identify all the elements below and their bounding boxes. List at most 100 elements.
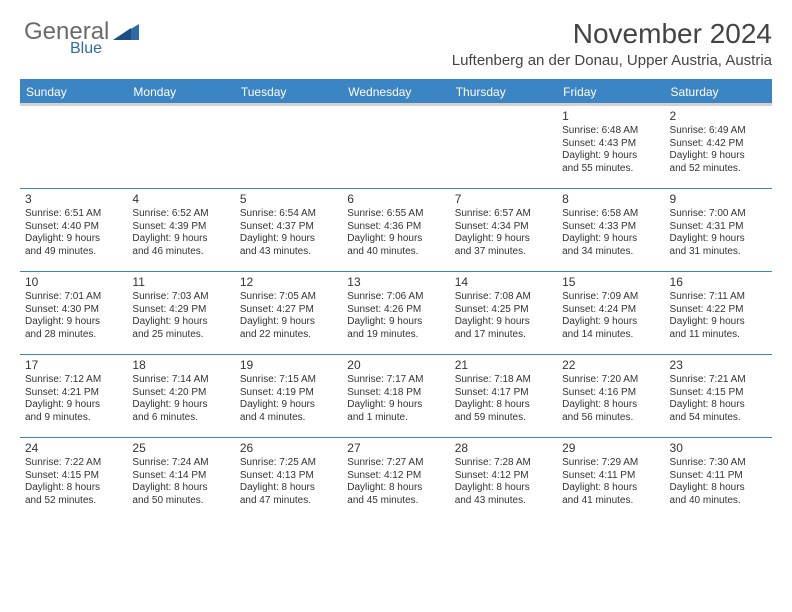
day-number: 6 xyxy=(347,192,444,207)
day-sunrise: Sunrise: 7:01 AM xyxy=(25,291,122,304)
day-sunset: Sunset: 4:15 PM xyxy=(25,470,122,483)
day-sunset: Sunset: 4:15 PM xyxy=(670,387,767,400)
day-dl2: and 49 minutes. xyxy=(25,246,122,259)
day-dl2: and 41 minutes. xyxy=(562,495,659,508)
day-number: 10 xyxy=(25,275,122,290)
day-sunset: Sunset: 4:12 PM xyxy=(455,470,552,483)
day-number: 1 xyxy=(562,109,659,124)
day-dl1: Daylight: 8 hours xyxy=(670,482,767,495)
calendar-cell: 4Sunrise: 6:52 AMSunset: 4:39 PMDaylight… xyxy=(127,189,234,271)
calendar-week: 10Sunrise: 7:01 AMSunset: 4:30 PMDayligh… xyxy=(20,272,772,355)
day-number: 21 xyxy=(455,358,552,373)
day-dl2: and 19 minutes. xyxy=(347,329,444,342)
day-label: Monday xyxy=(127,81,234,103)
day-label: Thursday xyxy=(450,81,557,103)
day-sunrise: Sunrise: 6:51 AM xyxy=(25,208,122,221)
calendar-cell: 16Sunrise: 7:11 AMSunset: 4:22 PMDayligh… xyxy=(665,272,772,354)
day-sunrise: Sunrise: 7:14 AM xyxy=(132,374,229,387)
day-sunset: Sunset: 4:33 PM xyxy=(562,221,659,234)
day-dl1: Daylight: 9 hours xyxy=(240,233,337,246)
day-sunset: Sunset: 4:18 PM xyxy=(347,387,444,400)
calendar-cell: 1Sunrise: 6:48 AMSunset: 4:43 PMDaylight… xyxy=(557,106,664,188)
day-number: 24 xyxy=(25,441,122,456)
day-sunrise: Sunrise: 6:57 AM xyxy=(455,208,552,221)
day-sunrise: Sunrise: 6:48 AM xyxy=(562,125,659,138)
day-sunset: Sunset: 4:43 PM xyxy=(562,138,659,151)
calendar-cell: 10Sunrise: 7:01 AMSunset: 4:30 PMDayligh… xyxy=(20,272,127,354)
day-number: 19 xyxy=(240,358,337,373)
calendar-cell: 5Sunrise: 6:54 AMSunset: 4:37 PMDaylight… xyxy=(235,189,342,271)
calendar: SundayMondayTuesdayWednesdayThursdayFrid… xyxy=(20,79,772,520)
day-number: 8 xyxy=(562,192,659,207)
day-dl2: and 50 minutes. xyxy=(132,495,229,508)
calendar-cell: 30Sunrise: 7:30 AMSunset: 4:11 PMDayligh… xyxy=(665,438,772,520)
day-sunrise: Sunrise: 6:49 AM xyxy=(670,125,767,138)
day-number: 23 xyxy=(670,358,767,373)
day-dl1: Daylight: 9 hours xyxy=(455,316,552,329)
day-dl2: and 43 minutes. xyxy=(240,246,337,259)
day-sunrise: Sunrise: 7:03 AM xyxy=(132,291,229,304)
calendar-cell xyxy=(235,106,342,188)
day-dl1: Daylight: 8 hours xyxy=(455,399,552,412)
day-sunset: Sunset: 4:37 PM xyxy=(240,221,337,234)
day-sunrise: Sunrise: 7:27 AM xyxy=(347,457,444,470)
day-label: Saturday xyxy=(665,81,772,103)
logo-triangle-icon xyxy=(113,22,141,42)
day-dl1: Daylight: 9 hours xyxy=(670,316,767,329)
day-number: 9 xyxy=(670,192,767,207)
calendar-cell: 22Sunrise: 7:20 AMSunset: 4:16 PMDayligh… xyxy=(557,355,664,437)
calendar-cell: 25Sunrise: 7:24 AMSunset: 4:14 PMDayligh… xyxy=(127,438,234,520)
day-number: 13 xyxy=(347,275,444,290)
day-dl2: and 28 minutes. xyxy=(25,329,122,342)
day-dl2: and 34 minutes. xyxy=(562,246,659,259)
day-dl1: Daylight: 9 hours xyxy=(670,233,767,246)
day-number: 17 xyxy=(25,358,122,373)
day-dl1: Daylight: 9 hours xyxy=(455,233,552,246)
day-number: 14 xyxy=(455,275,552,290)
day-sunset: Sunset: 4:19 PM xyxy=(240,387,337,400)
day-sunrise: Sunrise: 6:55 AM xyxy=(347,208,444,221)
day-number: 27 xyxy=(347,441,444,456)
day-label: Tuesday xyxy=(235,81,342,103)
calendar-cell: 28Sunrise: 7:28 AMSunset: 4:12 PMDayligh… xyxy=(450,438,557,520)
day-dl1: Daylight: 9 hours xyxy=(347,399,444,412)
day-dl2: and 11 minutes. xyxy=(670,329,767,342)
calendar-cell: 23Sunrise: 7:21 AMSunset: 4:15 PMDayligh… xyxy=(665,355,772,437)
day-sunset: Sunset: 4:25 PM xyxy=(455,304,552,317)
day-dl1: Daylight: 8 hours xyxy=(240,482,337,495)
day-number: 30 xyxy=(670,441,767,456)
logo-text-blue: Blue xyxy=(70,40,102,58)
day-dl2: and 46 minutes. xyxy=(132,246,229,259)
day-label: Sunday xyxy=(20,81,127,103)
day-sunrise: Sunrise: 7:11 AM xyxy=(670,291,767,304)
day-sunrise: Sunrise: 7:22 AM xyxy=(25,457,122,470)
day-dl1: Daylight: 9 hours xyxy=(25,316,122,329)
day-sunrise: Sunrise: 7:29 AM xyxy=(562,457,659,470)
day-number: 5 xyxy=(240,192,337,207)
day-sunset: Sunset: 4:31 PM xyxy=(670,221,767,234)
day-sunrise: Sunrise: 6:58 AM xyxy=(562,208,659,221)
day-number: 7 xyxy=(455,192,552,207)
day-dl2: and 22 minutes. xyxy=(240,329,337,342)
calendar-week: 1Sunrise: 6:48 AMSunset: 4:43 PMDaylight… xyxy=(20,106,772,189)
calendar-cell: 26Sunrise: 7:25 AMSunset: 4:13 PMDayligh… xyxy=(235,438,342,520)
day-number: 4 xyxy=(132,192,229,207)
day-dl1: Daylight: 8 hours xyxy=(562,399,659,412)
day-dl1: Daylight: 9 hours xyxy=(132,316,229,329)
calendar-cell: 2Sunrise: 6:49 AMSunset: 4:42 PMDaylight… xyxy=(665,106,772,188)
calendar-cell: 3Sunrise: 6:51 AMSunset: 4:40 PMDaylight… xyxy=(20,189,127,271)
day-sunrise: Sunrise: 7:05 AM xyxy=(240,291,337,304)
day-dl2: and 56 minutes. xyxy=(562,412,659,425)
logo: General Blue xyxy=(24,18,141,46)
day-sunset: Sunset: 4:21 PM xyxy=(25,387,122,400)
calendar-day-header: SundayMondayTuesdayWednesdayThursdayFrid… xyxy=(20,79,772,106)
calendar-cell: 15Sunrise: 7:09 AMSunset: 4:24 PMDayligh… xyxy=(557,272,664,354)
day-sunset: Sunset: 4:13 PM xyxy=(240,470,337,483)
day-dl2: and 52 minutes. xyxy=(25,495,122,508)
day-sunrise: Sunrise: 7:21 AM xyxy=(670,374,767,387)
calendar-cell: 21Sunrise: 7:18 AMSunset: 4:17 PMDayligh… xyxy=(450,355,557,437)
day-dl2: and 40 minutes. xyxy=(670,495,767,508)
day-dl1: Daylight: 9 hours xyxy=(562,150,659,163)
day-number: 15 xyxy=(562,275,659,290)
day-number: 12 xyxy=(240,275,337,290)
